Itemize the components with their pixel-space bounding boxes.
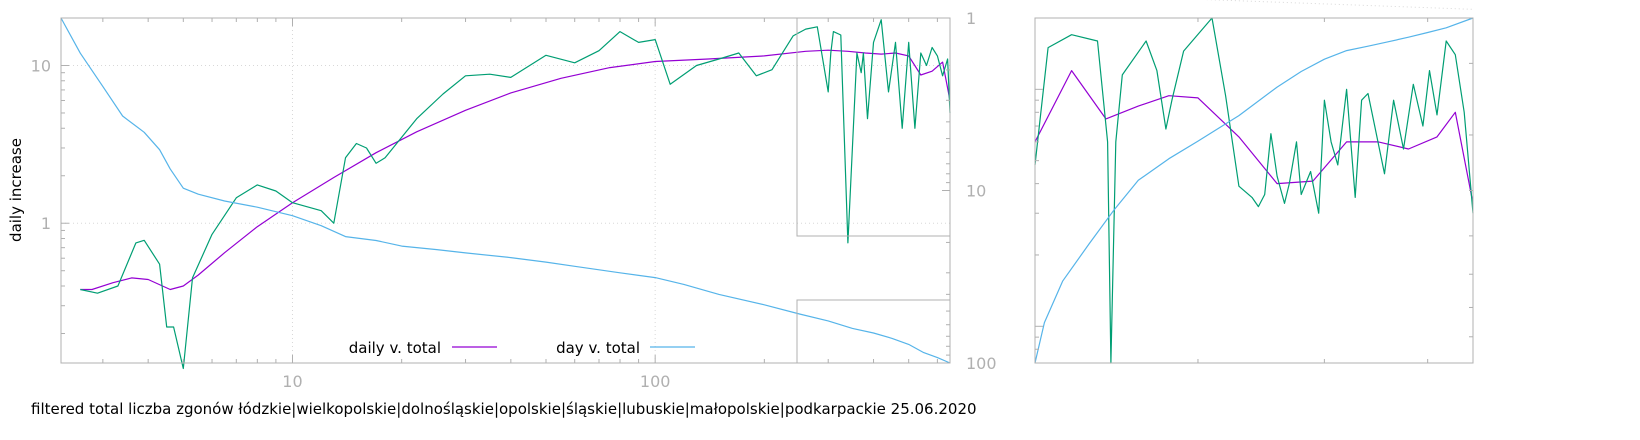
legend-label-daily: daily v. total xyxy=(349,339,441,357)
series-day-v-total xyxy=(60,17,951,364)
inset-series-smoothed xyxy=(1034,17,1474,364)
inset-plot xyxy=(1034,0,1474,364)
main-plot: 10 100 1 10 1 10 100 daily increase daily v. t… xyxy=(7,9,997,391)
main-ticks: 10 100 1 10 1 10 100 xyxy=(31,9,997,391)
series-daily-v-total xyxy=(80,49,951,291)
x-tick-label: 10 xyxy=(282,372,302,391)
chart-caption: filtered total liczba zgonów łódzkie|wie… xyxy=(31,400,977,418)
inset-grid xyxy=(1203,0,1474,10)
legend-label-day: day v. total xyxy=(556,339,640,357)
legend: daily v. total day v. total xyxy=(349,339,695,357)
inset-plot-frame xyxy=(1034,17,1474,364)
y-tick-label: 1 xyxy=(41,214,51,233)
y2-tick-label: 100 xyxy=(966,354,997,373)
inset-gridline xyxy=(1203,0,1474,10)
series-smoothed xyxy=(80,19,951,370)
inset-series xyxy=(1034,17,1474,364)
y2-tick-label: 1 xyxy=(966,9,976,28)
y-tick-label: 10 xyxy=(31,56,51,75)
inset-series-day-v-total xyxy=(1034,17,1474,364)
main-grid xyxy=(61,18,950,363)
x-tick-label: 100 xyxy=(640,372,671,391)
zoom-region-upper xyxy=(796,17,951,237)
y-axis-label: daily increase xyxy=(7,138,25,242)
zoom-region-lower xyxy=(796,299,951,364)
y2-tick-label: 10 xyxy=(966,182,986,201)
inset-series-daily-v-total xyxy=(1034,70,1474,204)
main-series xyxy=(60,17,951,370)
main-plot-frame xyxy=(60,17,951,364)
